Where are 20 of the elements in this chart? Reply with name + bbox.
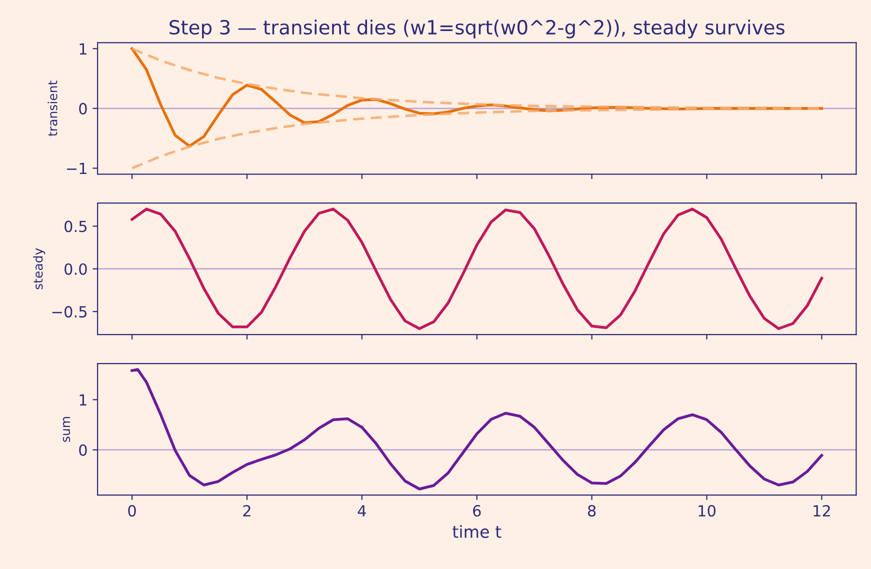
y-tick-label: −0.5: [52, 306, 86, 318]
x-tick-label: 4: [358, 505, 366, 516]
x-tick-label: 2: [243, 505, 250, 516]
y-tick-label: 0: [79, 102, 87, 114]
y-tick-label: 0.5: [64, 220, 86, 232]
y-tick-label: −1: [66, 162, 86, 174]
chart-title: Step 3 — transient dies (w1=sqrt(w0^2-g^2)), steady survives: [170, 20, 784, 38]
y-tick-label: 1: [80, 394, 86, 406]
y-axis-title: steady: [33, 248, 46, 290]
x-tick-label: 6: [473, 505, 481, 517]
x-tick-label: 0: [128, 505, 136, 517]
y-tick-label: 1: [80, 43, 86, 54]
x-tick-label: 10: [698, 505, 716, 517]
x-axis-title: time t: [452, 525, 502, 538]
x-tick-label: 12: [814, 505, 830, 516]
y-axis-title: sum: [62, 417, 70, 442]
y-tick-label: 0: [79, 444, 87, 456]
y-tick-label: 0.0: [64, 263, 87, 275]
x-tick-label: 8: [588, 505, 596, 517]
y-axis-title: transient: [48, 80, 58, 136]
